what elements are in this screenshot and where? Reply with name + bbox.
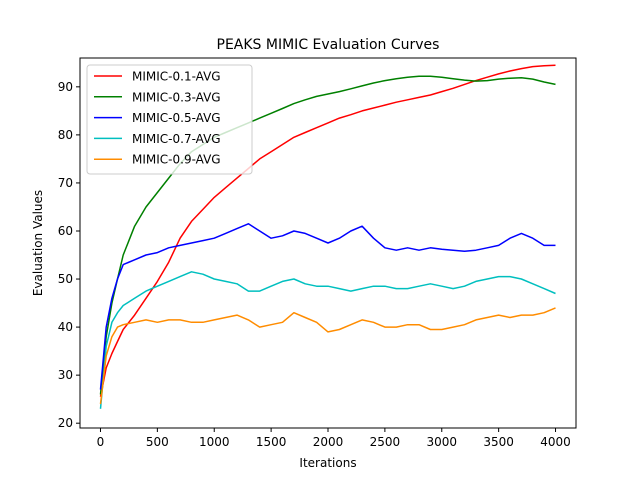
x-tick-label: 0	[97, 435, 105, 449]
y-tick-label: 80	[58, 128, 73, 142]
y-tick-label: 40	[58, 320, 73, 334]
legend: MIMIC-0.1-AVG MIMIC-0.3-AVG MIMIC-0.5-AVG M…	[86, 64, 253, 175]
x-tick-label: 2500	[370, 435, 401, 449]
x-tick-label: 500	[146, 435, 169, 449]
legend-label-3: MIMIC-0.5-AVG	[132, 111, 221, 125]
series-line-4	[99, 271, 556, 409]
x-tick-label: 3500	[483, 435, 514, 449]
x-tick-label: 2000	[313, 435, 344, 449]
x-axis: 0 500 1000 1500 2000 2500 3000 3500 4000	[97, 428, 571, 449]
x-tick-label: 4000	[540, 435, 571, 449]
y-axis-label: Evaluation Values	[31, 190, 45, 296]
x-tick-label: 3000	[426, 435, 457, 449]
legend-box	[86, 64, 253, 175]
chart-title: PEAKS MIMIC Evaluation Curves	[217, 37, 440, 53]
legend-label-1: MIMIC-0.1-AVG	[132, 70, 221, 84]
series-layer	[99, 64, 556, 409]
legend-label-5: MIMIC-0.9-AVG	[132, 153, 221, 167]
legend-label-2: MIMIC-0.3-AVG	[132, 90, 221, 104]
y-tick-label: 70	[58, 176, 73, 190]
series-line-3	[99, 223, 556, 390]
y-tick-label: 20	[58, 416, 73, 430]
y-tick-label: 60	[58, 224, 73, 238]
series-line-2	[99, 75, 556, 395]
legend-label-4: MIMIC-0.7-AVG	[132, 132, 221, 146]
y-tick-label: 50	[58, 272, 73, 286]
y-axis: 20 30 40 50 60 70 80 90	[58, 80, 80, 430]
x-tick-label: 1000	[199, 435, 230, 449]
y-tick-label: 30	[58, 368, 73, 382]
y-tick-label: 90	[58, 80, 73, 94]
x-axis-label: Iterations	[299, 456, 356, 470]
series-line-5	[99, 307, 556, 405]
x-tick-label: 1500	[256, 435, 287, 449]
